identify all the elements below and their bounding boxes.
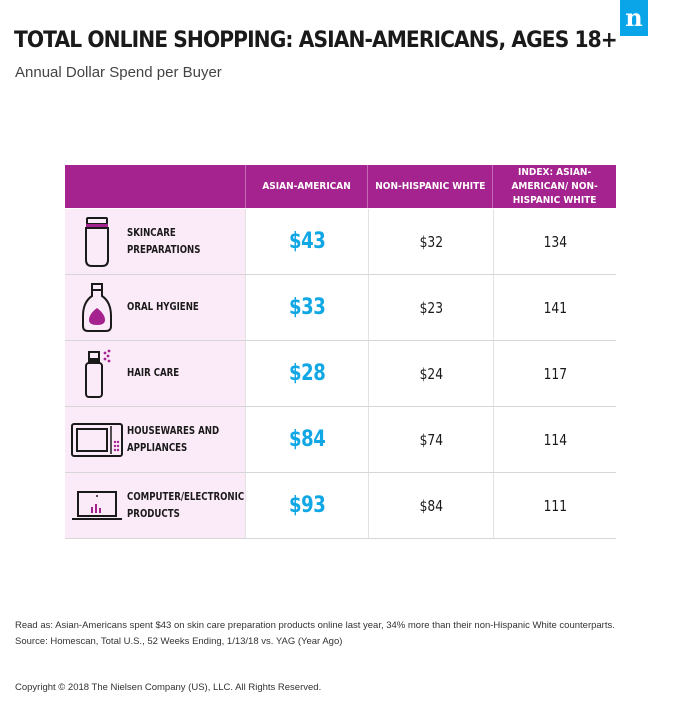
row-label-cell: HOUSEWARES AND APPLIANCES — [65, 407, 245, 472]
source-note: Source: Homescan, Total U.S., 52 Weeks E… — [15, 636, 343, 647]
category-label: SKINCARE PREPARATIONS — [127, 226, 201, 256]
chart-title: TOTAL ONLINE SHOPPING: ASIAN-AMERICANS, … — [14, 28, 618, 53]
header-non-hispanic-white: NON-HISPANIC WHITE — [368, 165, 494, 208]
header-asian-american: ASIAN-AMERICAN — [246, 165, 369, 208]
category-label: HOUSEWARES AND APPLIANCES — [127, 424, 220, 454]
spray-bottle-icon — [69, 346, 125, 402]
index-value: 134 — [493, 209, 616, 274]
index-value: 111 — [493, 473, 616, 538]
category-label: ORAL HYGIENE — [127, 301, 199, 313]
row-label-cell: ORAL HYGIENE — [65, 275, 245, 340]
asian-american-value: $93 — [245, 473, 368, 538]
table-row: HAIR CARE $28 $24 117 — [65, 341, 616, 407]
read-as-note: Read as: Asian-Americans spent $43 on sk… — [15, 620, 615, 631]
non-hispanic-white-value: $23 — [368, 275, 493, 340]
mouthwash-bottle-icon — [69, 280, 125, 336]
data-table: ASIAN-AMERICAN NON-HISPANIC WHITE INDEX:… — [65, 165, 616, 539]
category-label: COMPUTER/ELECTRONIC PRODUCTS — [127, 490, 245, 520]
asian-american-value: $33 — [245, 275, 368, 340]
row-label-cell: COMPUTER/ELECTRONIC PRODUCTS — [65, 473, 245, 538]
copyright-note: Copyright © 2018 The Nielsen Company (US… — [15, 682, 322, 693]
table-row: COMPUTER/ELECTRONIC PRODUCTS $93 $84 111 — [65, 473, 616, 539]
asian-american-value: $28 — [245, 341, 368, 406]
index-value: 141 — [493, 275, 616, 340]
index-value: 117 — [493, 341, 616, 406]
microwave-icon — [69, 412, 125, 468]
header-index: INDEX: ASIAN-AMERICAN/ NON-HISPANIC WHIT… — [511, 166, 598, 206]
non-hispanic-white-value: $74 — [368, 407, 493, 472]
category-label: HAIR CARE — [127, 367, 180, 379]
asian-american-value: $43 — [245, 209, 368, 274]
lotion-tube-icon — [69, 214, 125, 270]
table-row: SKINCARE PREPARATIONS $43 $32 134 — [65, 209, 616, 275]
non-hispanic-white-value: $32 — [368, 209, 493, 274]
table-row: HOUSEWARES AND APPLIANCES $84 $74 114 — [65, 407, 616, 473]
asian-american-value: $84 — [245, 407, 368, 472]
row-label-cell: SKINCARE PREPARATIONS — [65, 209, 245, 274]
chart-subtitle: Annual Dollar Spend per Buyer — [15, 64, 222, 81]
table-header: ASIAN-AMERICAN NON-HISPANIC WHITE INDEX:… — [65, 165, 616, 209]
header-blank-cell — [65, 165, 246, 208]
brand-logo: n — [620, 0, 648, 36]
non-hispanic-white-value: $84 — [368, 473, 493, 538]
index-value: 114 — [493, 407, 616, 472]
table-row: ORAL HYGIENE $33 $23 141 — [65, 275, 616, 341]
non-hispanic-white-value: $24 — [368, 341, 493, 406]
row-label-cell: HAIR CARE — [65, 341, 245, 406]
laptop-icon — [69, 478, 125, 534]
